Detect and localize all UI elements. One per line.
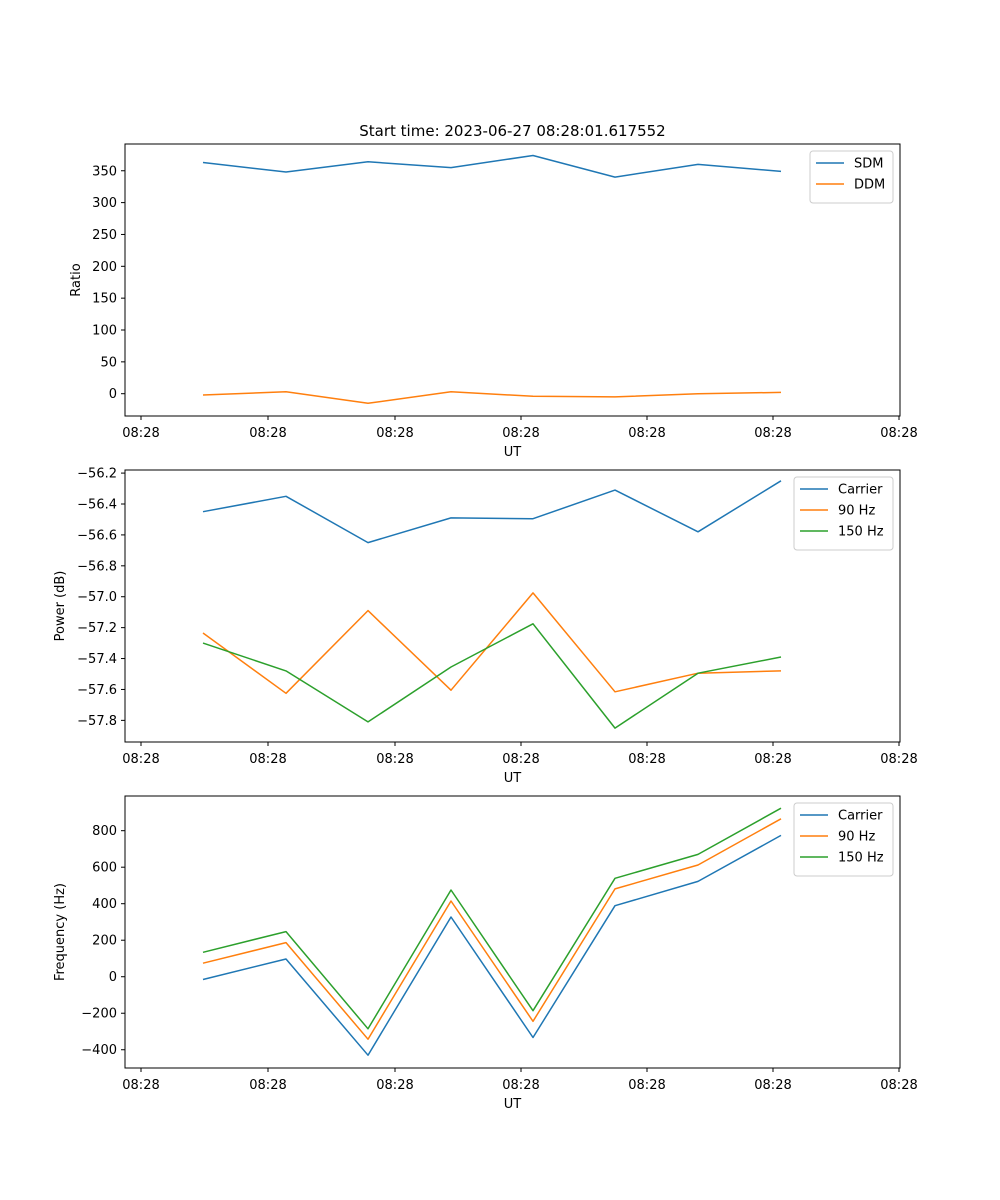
y-tick-label: −57.4: [77, 652, 117, 667]
legend: Carrier 90 Hz 150 Hz: [793, 476, 894, 551]
x-tick-label: 08:28: [376, 752, 413, 767]
legend-label: 150 Hz: [838, 851, 884, 866]
legend: SDM DDM: [809, 150, 894, 204]
y-tick-label: 100: [92, 324, 117, 339]
y-tick-label: 0: [109, 387, 117, 402]
legend-label: 90 Hz: [838, 504, 875, 519]
x-tick-label: 08:28: [880, 752, 917, 767]
y-tick-label: 200: [92, 260, 117, 275]
x-axis-label: UT: [504, 445, 522, 460]
axes-frame: [124, 795, 901, 1069]
y-tick-label: 600: [92, 861, 117, 876]
y-tick-label: 300: [92, 196, 117, 211]
axes-frame: [124, 143, 901, 417]
series-line-150-hz: [202, 623, 782, 729]
y-tick-label: −57.8: [77, 714, 117, 729]
y-tick-label: −57.2: [77, 621, 117, 636]
series-line-carrier: [202, 834, 782, 1056]
x-tick-label: 08:28: [754, 1078, 791, 1093]
x-tick-label: 08:28: [249, 752, 286, 767]
legend-label: 150 Hz: [838, 525, 884, 540]
series-line-ddm: [202, 391, 782, 405]
x-tick-label: 08:28: [628, 752, 665, 767]
x-tick-label: 08:28: [628, 426, 665, 441]
axes-frame: [124, 469, 901, 743]
x-tick-label: 08:28: [122, 426, 159, 441]
series-line-150-hz: [202, 807, 782, 1030]
x-tick-label: 08:28: [249, 426, 286, 441]
figure-title: Start time: 2023-06-27 08:28:01.617552: [359, 122, 665, 140]
legend-label: 90 Hz: [838, 830, 875, 845]
chart-panel-1: 0 50 100 150 200 250 300 350 08:28 08:28 08:28 08:2…: [69, 143, 918, 460]
y-tick-label: −56.6: [77, 528, 117, 543]
x-tick-label: 08:28: [754, 752, 791, 767]
x-tick-label: 08:28: [376, 1078, 413, 1093]
x-tick-label: 08:28: [502, 752, 539, 767]
chart-panel-2: −57.8 −57.6 −57.4 −57.2 −57.0 −56.8 −56.6 −56.4…: [53, 467, 918, 786]
y-tick-label: −56.2: [77, 467, 117, 482]
y-axis-label: Ratio: [69, 263, 84, 296]
y-tick-label: 200: [92, 934, 117, 949]
y-axis-label: Power (dB): [53, 571, 68, 642]
y-tick-label: 150: [92, 292, 117, 307]
legend: Carrier 90 Hz 150 Hz: [793, 802, 894, 877]
x-tick-label: 08:28: [628, 1078, 665, 1093]
y-tick-label: −57.6: [77, 683, 117, 698]
x-tick-label: 08:28: [122, 752, 159, 767]
series-line-carrier: [202, 480, 782, 544]
legend-label: Carrier: [838, 809, 883, 824]
y-axis-label: Frequency (Hz): [53, 883, 68, 981]
y-tick-label: −400: [81, 1043, 117, 1058]
y-tick-label: −56.4: [77, 498, 117, 513]
x-tick-label: 08:28: [249, 1078, 286, 1093]
y-tick-label: 400: [92, 897, 117, 912]
x-tick-label: 08:28: [754, 426, 791, 441]
y-tick-label: 800: [92, 824, 117, 839]
y-tick-label: −200: [81, 1007, 117, 1022]
y-tick-label: 350: [92, 164, 117, 179]
legend-label: SDM: [854, 157, 883, 172]
series-line-sdm: [202, 154, 782, 178]
x-tick-label: 08:28: [502, 1078, 539, 1093]
x-axis-label: UT: [504, 771, 522, 786]
y-tick-label: 0: [109, 970, 117, 985]
legend-box: [809, 150, 894, 204]
x-tick-label: 08:28: [376, 426, 413, 441]
chart-panel-3: −400 −200 0 200 400 600 800 08:28 08:28 08:28 08:2…: [53, 795, 918, 1112]
x-tick-label: 08:28: [502, 426, 539, 441]
y-tick-label: 50: [100, 355, 117, 370]
series-line-90-hz: [202, 818, 782, 1040]
legend-label: Carrier: [838, 483, 883, 498]
y-tick-label: −56.8: [77, 559, 117, 574]
x-axis-label: UT: [504, 1097, 522, 1112]
legend-label: DDM: [854, 178, 885, 193]
x-tick-label: 08:28: [880, 426, 917, 441]
y-tick-label: −57.0: [77, 590, 117, 605]
x-tick-label: 08:28: [880, 1078, 917, 1093]
x-tick-label: 08:28: [122, 1078, 159, 1093]
y-tick-label: 250: [92, 228, 117, 243]
